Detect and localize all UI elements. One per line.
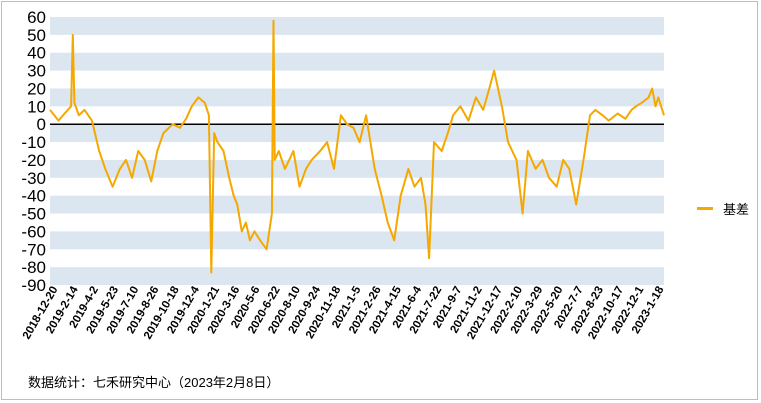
x-axis: 2018-12-202019-2-142019-4-22019-5-232019… bbox=[21, 284, 667, 341]
y-tick-label: -60 bbox=[21, 222, 46, 241]
y-tick-label: 50 bbox=[27, 26, 46, 45]
y-tick-label: 60 bbox=[27, 8, 46, 27]
y-tick-label: -10 bbox=[21, 133, 46, 152]
grid-band bbox=[50, 17, 664, 35]
grid-band bbox=[50, 195, 664, 214]
grid-band bbox=[50, 159, 664, 178]
grid-bands bbox=[50, 17, 664, 285]
y-tick-label: -70 bbox=[21, 240, 46, 259]
y-tick-label: -20 bbox=[21, 151, 46, 170]
y-tick-label: 0 bbox=[37, 115, 46, 134]
legend-label: 基差 bbox=[723, 202, 750, 217]
grid-band bbox=[50, 267, 664, 285]
y-tick-label: 20 bbox=[27, 79, 46, 98]
y-tick-label: -40 bbox=[21, 187, 46, 206]
grid-band bbox=[50, 88, 664, 107]
y-tick-label: -30 bbox=[21, 169, 46, 188]
y-tick-label: 40 bbox=[27, 44, 46, 63]
y-tick-label: -80 bbox=[21, 258, 46, 277]
y-tick-label: -50 bbox=[21, 205, 46, 224]
legend-swatch bbox=[697, 207, 713, 210]
y-tick-label: -90 bbox=[21, 276, 46, 295]
y-tick-label: 30 bbox=[27, 62, 46, 81]
source-note: 数据统计：七禾研究中心（2023年2月8日） bbox=[28, 375, 280, 390]
y-tick-label: 10 bbox=[27, 97, 46, 116]
legend: 基差 bbox=[697, 199, 749, 218]
grid-band bbox=[50, 231, 664, 250]
grid-band bbox=[50, 124, 664, 143]
series-line-basis bbox=[49, 19, 665, 274]
grid-band bbox=[50, 52, 664, 71]
